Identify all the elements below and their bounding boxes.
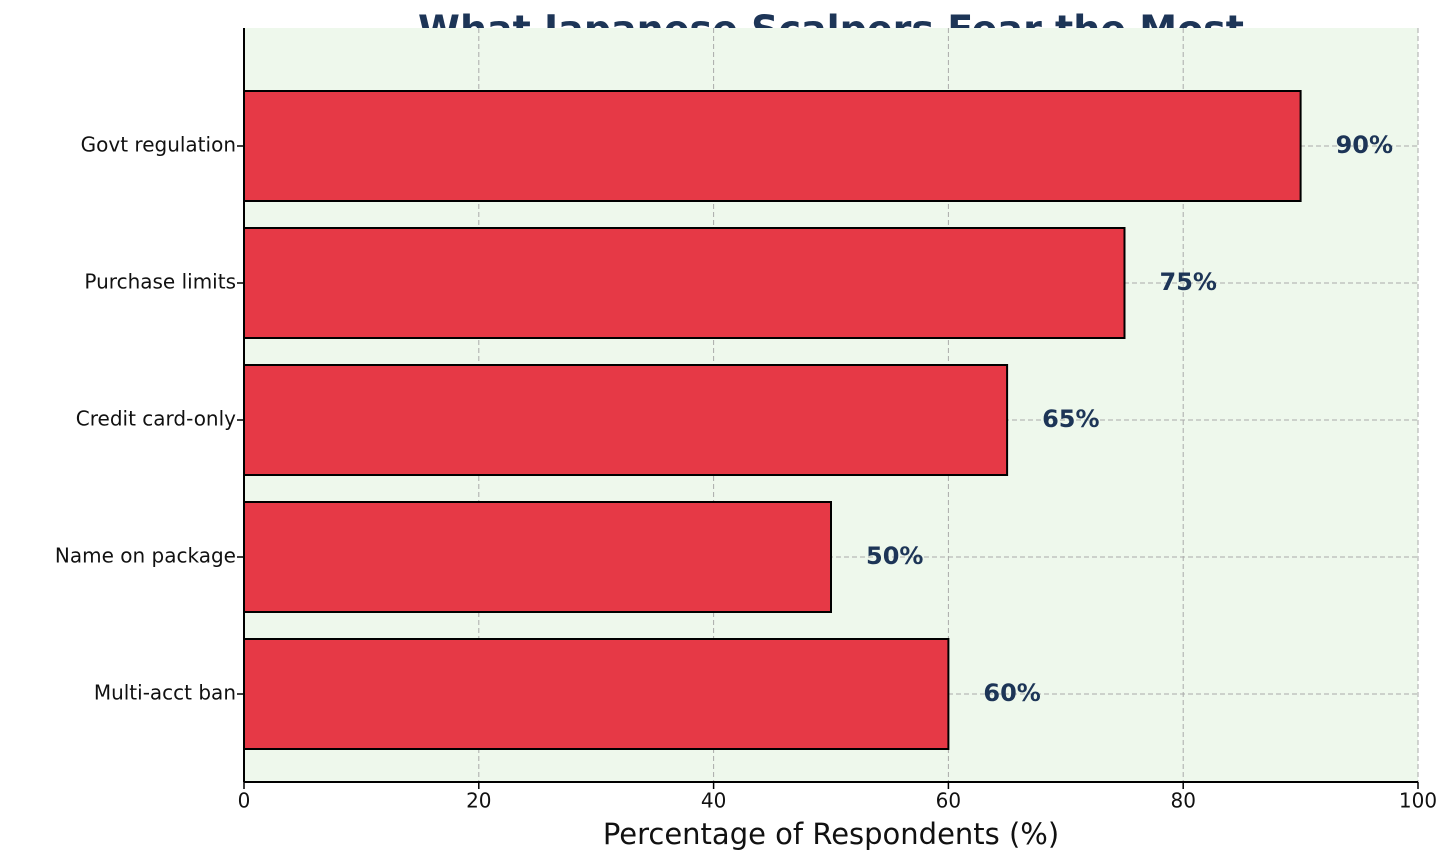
x-tick-label: 40 <box>701 789 726 813</box>
y-tick-label: Purchase limits <box>84 270 236 294</box>
bar <box>243 90 1302 202</box>
x-tick-label: 80 <box>1170 789 1195 813</box>
bar <box>243 638 950 750</box>
x-tick-label: 100 <box>1399 789 1437 813</box>
value-label: 90% <box>1336 131 1393 159</box>
x-axis-label: Percentage of Respondents (%) <box>603 817 1059 851</box>
x-tick-label: 60 <box>936 789 961 813</box>
value-label: 60% <box>983 679 1040 707</box>
bar <box>243 227 1126 339</box>
y-tick-label: Name on package <box>55 544 236 568</box>
x-tick-label: 0 <box>238 789 251 813</box>
value-label: 65% <box>1042 405 1099 433</box>
value-label: 50% <box>866 542 923 570</box>
x-tick-label: 20 <box>466 789 491 813</box>
bar <box>243 364 1009 476</box>
y-tick-label: Govt regulation <box>81 133 236 157</box>
bar <box>243 501 832 613</box>
value-label: 75% <box>1160 268 1217 296</box>
y-tick-label: Credit card-only <box>76 407 236 431</box>
y-tick-label: Multi-acct ban <box>94 681 236 705</box>
